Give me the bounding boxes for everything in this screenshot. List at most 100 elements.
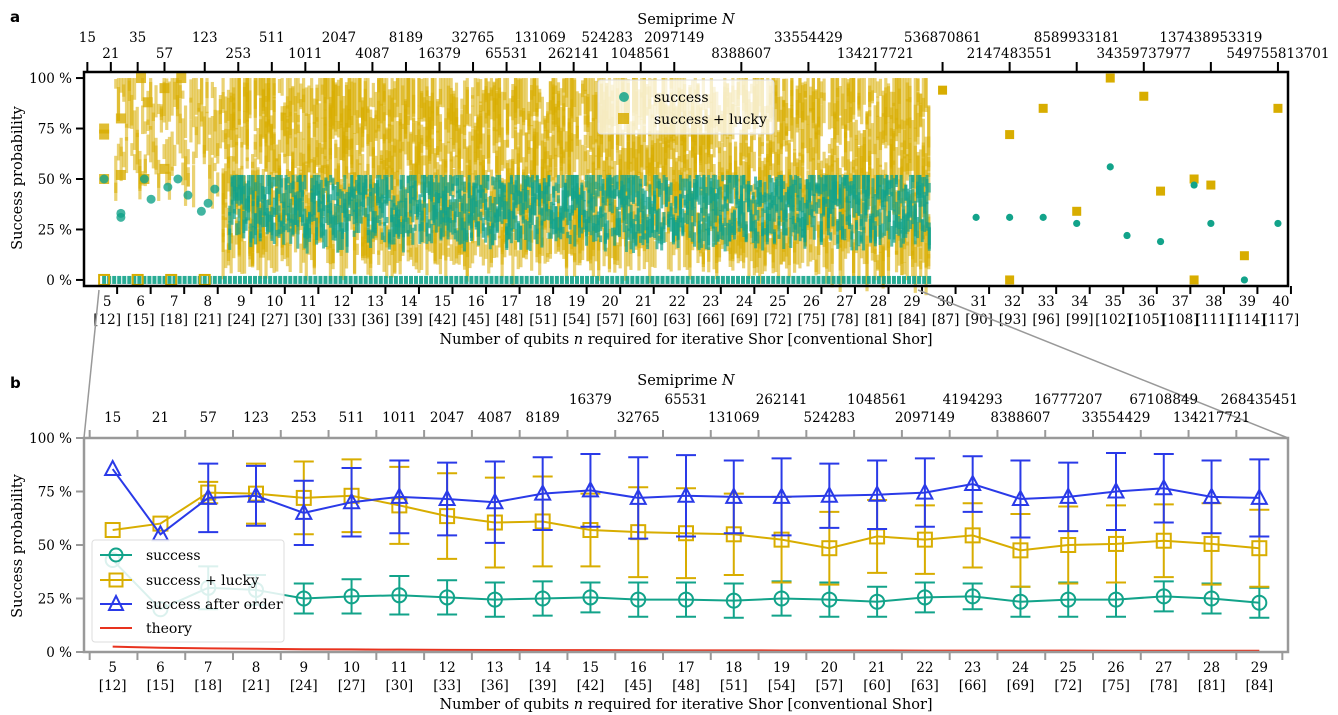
lucky-mark — [927, 156, 931, 172]
series-success_order — [103, 451, 1270, 546]
success-mark — [756, 209, 760, 221]
lucky-mark — [806, 124, 810, 170]
lucky-mark — [801, 234, 805, 263]
lucky-point — [142, 97, 153, 108]
lucky-mark — [575, 91, 579, 127]
x-tick-label: 10 — [266, 294, 283, 310]
point-success_order — [724, 486, 743, 504]
success-mark — [878, 184, 882, 200]
lucky-mark — [363, 88, 367, 127]
lucky-mark — [355, 149, 359, 192]
lucky-mark — [763, 164, 767, 182]
success-mark — [725, 203, 729, 212]
lucky-mark — [420, 155, 424, 179]
success-mark — [434, 174, 438, 191]
success-mark — [815, 183, 819, 192]
lucky-mark — [403, 126, 408, 139]
success-mark — [711, 226, 715, 247]
success-mark — [491, 203, 495, 228]
lucky-point — [1139, 91, 1149, 101]
lucky-mark — [484, 112, 488, 159]
lucky-mark — [784, 123, 789, 135]
success-mark — [479, 211, 483, 221]
zero-mark — [640, 275, 645, 284]
x-tick-label-conventional: [33] — [433, 678, 461, 694]
zero-mark — [459, 275, 464, 284]
success-mark — [822, 197, 826, 217]
lucky-mark — [347, 139, 351, 150]
success-mark — [866, 179, 870, 210]
x-tick-label: 28 — [870, 294, 887, 310]
lucky-mark — [921, 97, 925, 112]
success-mark — [653, 229, 657, 239]
lucky-mark — [827, 242, 832, 272]
success-mark — [683, 194, 687, 206]
lucky-mark — [232, 235, 236, 259]
success-mark — [359, 192, 363, 206]
zero-mark — [122, 275, 127, 284]
lucky-mark — [822, 151, 826, 169]
lucky-mark — [704, 152, 708, 205]
lucky-mark — [489, 169, 494, 206]
lucky-mark — [688, 150, 692, 178]
series-line-success_order — [111, 468, 1260, 536]
lucky-mark — [457, 193, 461, 227]
lucky-mark — [291, 128, 295, 172]
lucky-mark — [876, 136, 880, 179]
lucky-mark — [406, 78, 410, 115]
success-mark — [242, 185, 246, 210]
zero-mark — [343, 275, 348, 284]
lucky-mark — [406, 115, 410, 166]
lucky-mark — [417, 78, 421, 119]
lucky-mark — [798, 129, 802, 157]
success-mark — [338, 189, 342, 199]
lucky-mark — [216, 143, 220, 164]
lucky-mark — [771, 163, 775, 176]
success-mark — [657, 235, 661, 244]
lucky-mark — [326, 130, 330, 161]
lucky-mark — [159, 106, 163, 117]
lucky-mark — [680, 143, 684, 180]
success-mark — [829, 189, 833, 214]
success-mark — [549, 201, 553, 224]
top-tick-label: 33554429 — [774, 30, 843, 46]
x-tick-label: 40 — [1272, 294, 1289, 310]
lucky-mark — [626, 188, 630, 238]
success-mark — [624, 174, 628, 192]
lucky-mark — [473, 122, 477, 153]
lucky-mark — [465, 147, 469, 163]
lucky-mark — [339, 113, 343, 160]
zero-mark — [534, 275, 539, 284]
success-mark — [559, 216, 563, 233]
lucky-mark — [167, 136, 172, 181]
success-mark — [599, 174, 603, 191]
lucky-mark — [444, 118, 448, 168]
lucky-mark — [497, 146, 502, 190]
lucky-mark — [894, 250, 899, 273]
top-tick-label: 8388607 — [711, 46, 771, 62]
x-tick-label-conventional: [18] — [160, 312, 188, 328]
success-mark — [815, 202, 819, 214]
success-mark — [636, 208, 640, 232]
success-mark — [728, 174, 732, 204]
success-mark — [420, 210, 424, 221]
lucky-mark — [387, 123, 392, 169]
success-mark — [237, 208, 241, 235]
lucky-mark — [382, 134, 386, 181]
success-mark — [284, 193, 288, 216]
success-mark — [298, 198, 302, 218]
lucky-mark — [468, 145, 472, 181]
lucky-mark — [543, 118, 547, 139]
y-tick-label: 100 % — [29, 431, 72, 447]
success-mark — [801, 197, 805, 213]
lucky-mark — [119, 146, 123, 157]
success-mark — [812, 215, 816, 231]
success-mark — [545, 182, 549, 192]
lucky-mark — [833, 78, 837, 119]
success-mark — [690, 222, 694, 242]
panel-a-y-label: Success probability — [10, 105, 26, 249]
zero-mark — [358, 275, 363, 284]
success-mark — [408, 210, 412, 217]
lucky-mark — [194, 116, 198, 136]
success-mark — [613, 189, 617, 199]
